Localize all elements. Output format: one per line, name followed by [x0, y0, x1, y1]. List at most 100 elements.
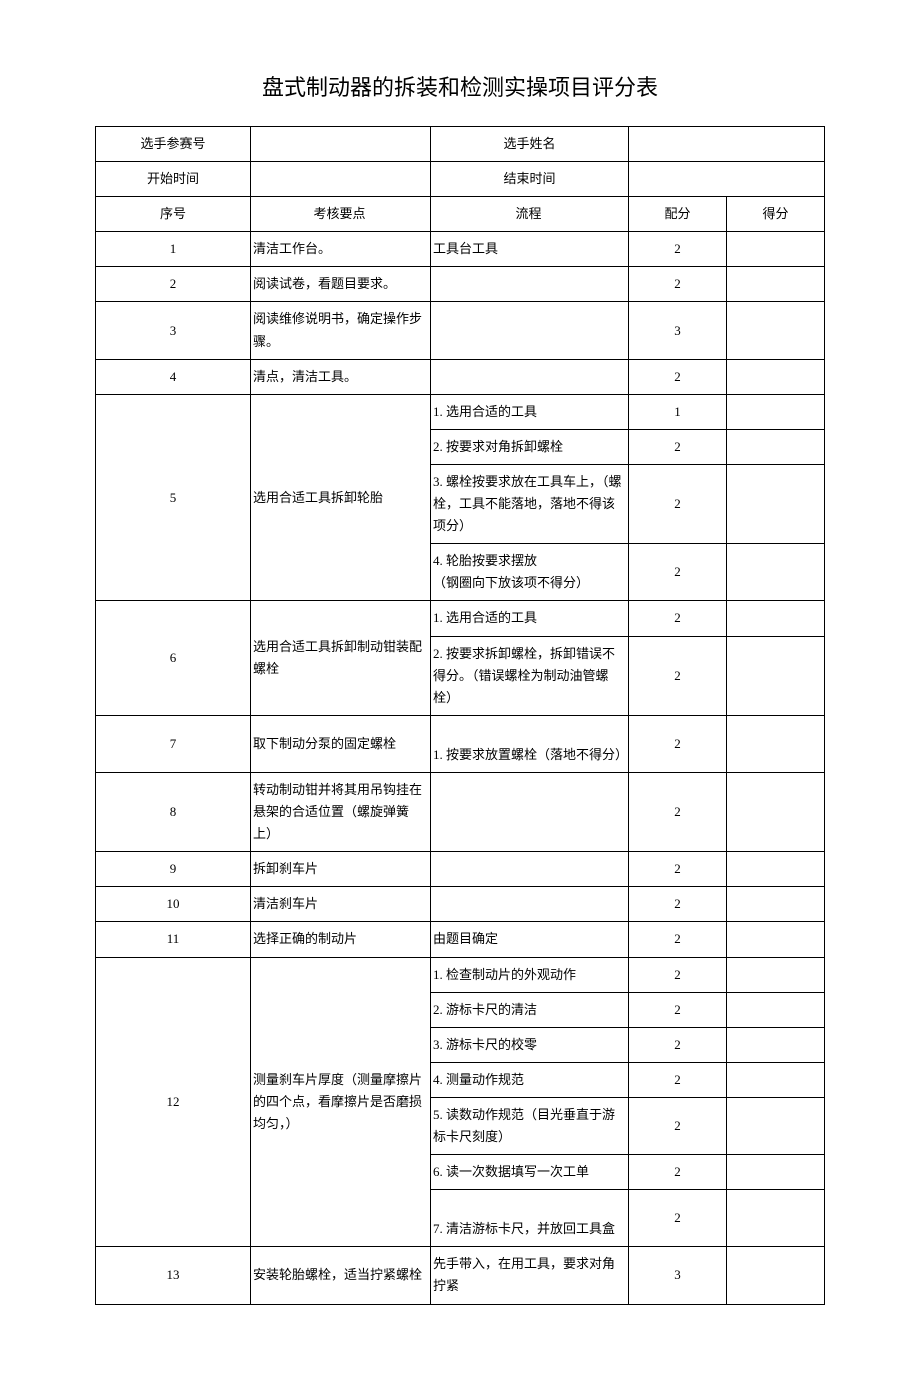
cell-flow: 3. 游标卡尺的校零 [431, 1027, 629, 1062]
cell-score: 2 [629, 852, 727, 887]
cell-flow: 1. 选用合适的工具 [431, 394, 629, 429]
cell-flow: 先手带入，在用工具，要求对角拧紧 [431, 1247, 629, 1304]
table-row: 12测量刹车片厚度（测量摩擦片的四个点，看摩擦片是否磨损均匀，）1. 检查制动片… [96, 957, 825, 992]
cell-score: 2 [629, 772, 727, 851]
cell-got [727, 359, 825, 394]
table-row: 11选择正确的制动片由题目确定2 [96, 922, 825, 957]
cell-got [727, 267, 825, 302]
cell-score: 2 [629, 887, 727, 922]
table-row: 10清洁刹车片2 [96, 887, 825, 922]
cell-got [727, 232, 825, 267]
info-row-2: 开始时间 结束时间 [96, 162, 825, 197]
cell-seq: 7 [96, 715, 251, 772]
cell-flow: 1. 选用合适的工具 [431, 601, 629, 636]
cell-point: 清点，清洁工具。 [251, 359, 431, 394]
cell-seq: 12 [96, 957, 251, 1247]
contestant-no-label: 选手参赛号 [96, 127, 251, 162]
header-row: 序号 考核要点 流程 配分 得分 [96, 197, 825, 232]
cell-got [727, 957, 825, 992]
header-flow: 流程 [431, 197, 629, 232]
info-row-1: 选手参赛号 选手姓名 [96, 127, 825, 162]
cell-seq: 2 [96, 267, 251, 302]
cell-point: 清洁工作台。 [251, 232, 431, 267]
cell-seq: 11 [96, 922, 251, 957]
cell-flow [431, 852, 629, 887]
cell-score: 2 [629, 359, 727, 394]
cell-point: 选择正确的制动片 [251, 922, 431, 957]
cell-seq: 8 [96, 772, 251, 851]
table-row: 3阅读维修说明书，确定操作步骤。3 [96, 302, 825, 359]
cell-flow [431, 267, 629, 302]
cell-score: 2 [629, 1027, 727, 1062]
cell-score: 2 [629, 1097, 727, 1154]
cell-flow: 7. 清洁游标卡尺，并放回工具盒 [431, 1190, 629, 1247]
cell-got [727, 772, 825, 851]
cell-score: 2 [629, 636, 727, 715]
cell-seq: 4 [96, 359, 251, 394]
cell-flow: 4. 测量动作规范 [431, 1062, 629, 1097]
table-row: 1清洁工作台。工具台工具2 [96, 232, 825, 267]
table-row: 13安装轮胎螺栓，适当拧紧螺栓先手带入，在用工具，要求对角拧紧3 [96, 1247, 825, 1304]
header-got: 得分 [727, 197, 825, 232]
cell-got [727, 394, 825, 429]
end-time-label: 结束时间 [431, 162, 629, 197]
cell-got [727, 601, 825, 636]
cell-seq: 5 [96, 394, 251, 601]
cell-score: 2 [629, 232, 727, 267]
cell-score: 2 [629, 957, 727, 992]
table-row: 9拆卸刹车片 2 [96, 852, 825, 887]
cell-got [727, 1190, 825, 1247]
cell-got [727, 1062, 825, 1097]
cell-got [727, 887, 825, 922]
table-row: 7取下制动分泵的固定螺栓 1. 按要求放置螺栓（落地不得分）2 [96, 715, 825, 772]
cell-score: 2 [629, 1062, 727, 1097]
cell-flow: 1. 检查制动片的外观动作 [431, 957, 629, 992]
cell-score: 2 [629, 1190, 727, 1247]
cell-seq: 13 [96, 1247, 251, 1304]
cell-got [727, 544, 825, 601]
cell-got [727, 429, 825, 464]
cell-flow: 工具台工具 [431, 232, 629, 267]
header-seq: 序号 [96, 197, 251, 232]
cell-got [727, 302, 825, 359]
cell-got [727, 464, 825, 543]
cell-point: 拆卸刹车片 [251, 852, 431, 887]
cell-seq: 6 [96, 601, 251, 715]
cell-score: 2 [629, 601, 727, 636]
cell-flow: 2. 按要求拆卸螺栓，拆卸错误不得分。（错误螺栓为制动油管螺栓） [431, 636, 629, 715]
cell-score: 2 [629, 1155, 727, 1190]
cell-flow [431, 887, 629, 922]
table-row: 2阅读试卷，看题目要求。2 [96, 267, 825, 302]
cell-score: 2 [629, 922, 727, 957]
cell-point: 选用合适工具拆卸轮胎 [251, 394, 431, 601]
cell-flow: 3. 螺栓按要求放在工具车上，（螺栓，工具不能落地，落地不得该项分） [431, 464, 629, 543]
cell-point: 阅读维修说明书，确定操作步骤。 [251, 302, 431, 359]
cell-got [727, 1247, 825, 1304]
header-point: 考核要点 [251, 197, 431, 232]
cell-score: 2 [629, 992, 727, 1027]
cell-score: 2 [629, 544, 727, 601]
table-row: 5选用合适工具拆卸轮胎1. 选用合适的工具1 [96, 394, 825, 429]
cell-flow [431, 302, 629, 359]
start-time-label: 开始时间 [96, 162, 251, 197]
cell-got [727, 1027, 825, 1062]
cell-seq: 9 [96, 852, 251, 887]
cell-got [727, 1155, 825, 1190]
cell-score: 3 [629, 302, 727, 359]
cell-point: 安装轮胎螺栓，适当拧紧螺栓 [251, 1247, 431, 1304]
cell-score: 1 [629, 394, 727, 429]
cell-got [727, 1097, 825, 1154]
cell-seq: 10 [96, 887, 251, 922]
table-row: 4清点，清洁工具。 2 [96, 359, 825, 394]
cell-point: 选用合适工具拆卸制动钳装配螺栓 [251, 601, 431, 715]
cell-got [727, 922, 825, 957]
header-score: 配分 [629, 197, 727, 232]
start-time-value [251, 162, 431, 197]
cell-got [727, 852, 825, 887]
cell-flow: 4. 轮胎按要求摆放 （钢圈向下放该项不得分） [431, 544, 629, 601]
name-label: 选手姓名 [431, 127, 629, 162]
cell-flow: 由题目确定 [431, 922, 629, 957]
cell-flow: 2. 游标卡尺的清洁 [431, 992, 629, 1027]
table-row: 6选用合适工具拆卸制动钳装配螺栓1. 选用合适的工具2 [96, 601, 825, 636]
contestant-no-value [251, 127, 431, 162]
